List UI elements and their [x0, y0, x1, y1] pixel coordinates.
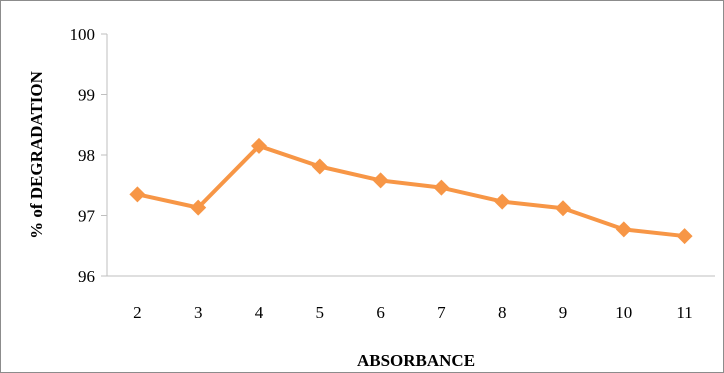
data-point: [676, 228, 693, 245]
y-tick-label: 98: [78, 146, 95, 165]
x-tick-label: 3: [194, 303, 203, 322]
x-tick-label: 4: [255, 303, 264, 322]
series-layer: [129, 137, 693, 245]
data-point: [372, 172, 389, 189]
y-tick-label: 99: [78, 86, 95, 105]
y-tick-label: 97: [78, 207, 96, 226]
x-tick-label: 5: [316, 303, 325, 322]
data-point: [555, 200, 571, 217]
x-tick-label: 9: [559, 303, 568, 322]
y-tick-label: 96: [78, 267, 95, 286]
x-tick-label: 7: [437, 303, 446, 322]
x-tick-label: 10: [615, 303, 632, 322]
x-axis-ticks: 2 3 4 5 6 7 8 9 10 11: [133, 303, 693, 322]
x-axis-title: ABSORBANCE: [357, 351, 475, 370]
x-tick-label: 11: [676, 303, 692, 322]
data-point: [251, 137, 267, 154]
x-tick-label: 2: [133, 303, 142, 322]
series-line: [136, 143, 685, 239]
x-tick-label: 6: [376, 303, 385, 322]
x-tick-label: 8: [498, 303, 507, 322]
data-point: [311, 158, 328, 175]
data-point: [129, 186, 146, 203]
data-point: [433, 179, 450, 196]
data-point: [615, 221, 632, 238]
data-point: [494, 193, 511, 210]
y-tick-label: 100: [70, 25, 96, 44]
y-axis-title: % of DEGRADATION: [27, 70, 46, 239]
y-axis-ticks: 96 97 98 99 100: [70, 25, 107, 286]
data-point: [190, 199, 207, 216]
